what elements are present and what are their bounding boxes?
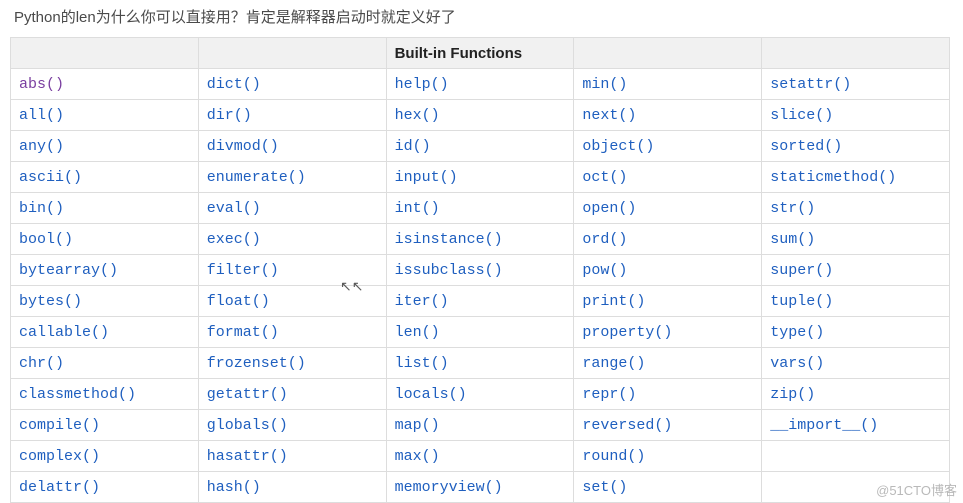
- function-link[interactable]: list(): [386, 348, 574, 379]
- function-link[interactable]: print(): [574, 286, 762, 317]
- table-row: delattr()hash()memoryview()set(): [11, 472, 950, 503]
- function-link[interactable]: object(): [574, 131, 762, 162]
- function-link[interactable]: bool(): [11, 224, 199, 255]
- function-link[interactable]: all(): [11, 100, 199, 131]
- function-link[interactable]: exec(): [198, 224, 386, 255]
- builtin-functions-table: Built-in Functionsabs()dict()help()min()…: [10, 37, 950, 503]
- table-header-cell: [574, 38, 762, 69]
- function-link[interactable]: classmethod(): [11, 379, 199, 410]
- function-link[interactable]: getattr(): [198, 379, 386, 410]
- function-link[interactable]: int(): [386, 193, 574, 224]
- function-link[interactable]: hash(): [198, 472, 386, 503]
- function-link[interactable]: property(): [574, 317, 762, 348]
- function-link[interactable]: iter(): [386, 286, 574, 317]
- function-link[interactable]: hex(): [386, 100, 574, 131]
- table-row: chr()frozenset()list()range()vars(): [11, 348, 950, 379]
- function-link[interactable]: globals(): [198, 410, 386, 441]
- function-link[interactable]: next(): [574, 100, 762, 131]
- function-link[interactable]: oct(): [574, 162, 762, 193]
- function-link[interactable]: setattr(): [762, 69, 950, 100]
- table-row: bool()exec()isinstance()ord()sum(): [11, 224, 950, 255]
- function-link[interactable]: enumerate(): [198, 162, 386, 193]
- function-link[interactable]: divmod(): [198, 131, 386, 162]
- function-link[interactable]: memoryview(): [386, 472, 574, 503]
- table-header-cell: Built-in Functions: [386, 38, 574, 69]
- table-row: compile()globals()map()reversed()__impor…: [11, 410, 950, 441]
- function-link[interactable]: id(): [386, 131, 574, 162]
- function-link[interactable]: any(): [11, 131, 199, 162]
- function-link[interactable]: round(): [574, 441, 762, 472]
- function-link[interactable]: max(): [386, 441, 574, 472]
- function-link[interactable]: format(): [198, 317, 386, 348]
- function-link[interactable]: filter(): [198, 255, 386, 286]
- function-link[interactable]: dir(): [198, 100, 386, 131]
- function-link[interactable]: __import__(): [762, 410, 950, 441]
- function-link[interactable]: issubclass(): [386, 255, 574, 286]
- table-row: classmethod()getattr()locals()repr()zip(…: [11, 379, 950, 410]
- function-link[interactable]: locals(): [386, 379, 574, 410]
- function-link[interactable]: sorted(): [762, 131, 950, 162]
- table-row: complex()hasattr()max()round(): [11, 441, 950, 472]
- function-link[interactable]: input(): [386, 162, 574, 193]
- function-link[interactable]: bin(): [11, 193, 199, 224]
- function-link[interactable]: map(): [386, 410, 574, 441]
- table-header-cell: [198, 38, 386, 69]
- function-link[interactable]: chr(): [11, 348, 199, 379]
- function-link[interactable]: dict(): [198, 69, 386, 100]
- table-row: all()dir()hex()next()slice(): [11, 100, 950, 131]
- function-link[interactable]: bytes(): [11, 286, 199, 317]
- function-link[interactable]: hasattr(): [198, 441, 386, 472]
- table-row: any()divmod()id()object()sorted(): [11, 131, 950, 162]
- function-link[interactable]: help(): [386, 69, 574, 100]
- function-link[interactable]: float(): [198, 286, 386, 317]
- table-row: abs()dict()help()min()setattr(): [11, 69, 950, 100]
- function-link[interactable]: min(): [574, 69, 762, 100]
- table-row: bytes()float()iter()print()tuple(): [11, 286, 950, 317]
- function-link[interactable]: tuple(): [762, 286, 950, 317]
- function-link[interactable]: complex(): [11, 441, 199, 472]
- function-link[interactable]: type(): [762, 317, 950, 348]
- table-header-cell: [11, 38, 199, 69]
- function-link[interactable]: delattr(): [11, 472, 199, 503]
- function-link[interactable]: str(): [762, 193, 950, 224]
- watermark-text: @51CTO博客: [876, 480, 957, 499]
- function-link[interactable]: zip(): [762, 379, 950, 410]
- function-link[interactable]: range(): [574, 348, 762, 379]
- function-link[interactable]: len(): [386, 317, 574, 348]
- function-link[interactable]: vars(): [762, 348, 950, 379]
- function-link[interactable]: set(): [574, 472, 762, 503]
- table-row: callable()format()len()property()type(): [11, 317, 950, 348]
- function-link[interactable]: abs(): [11, 69, 199, 100]
- table-row: bin()eval()int()open()str(): [11, 193, 950, 224]
- function-link[interactable]: sum(): [762, 224, 950, 255]
- function-link[interactable]: slice(): [762, 100, 950, 131]
- function-link[interactable]: callable(): [11, 317, 199, 348]
- table-row: bytearray()filter()issubclass()pow()supe…: [11, 255, 950, 286]
- function-link[interactable]: reversed(): [574, 410, 762, 441]
- function-link[interactable]: eval(): [198, 193, 386, 224]
- table-header-cell: [762, 38, 950, 69]
- table-row: ascii()enumerate()input()oct()staticmeth…: [11, 162, 950, 193]
- function-link[interactable]: super(): [762, 255, 950, 286]
- function-link[interactable]: open(): [574, 193, 762, 224]
- function-link[interactable]: pow(): [574, 255, 762, 286]
- function-link[interactable]: isinstance(): [386, 224, 574, 255]
- function-link[interactable]: bytearray(): [11, 255, 199, 286]
- function-link[interactable]: repr(): [574, 379, 762, 410]
- empty-cell: [762, 441, 950, 472]
- function-link[interactable]: frozenset(): [198, 348, 386, 379]
- function-link[interactable]: compile(): [11, 410, 199, 441]
- function-link[interactable]: ascii(): [11, 162, 199, 193]
- page-caption: Python的len为什么你可以直接用？肯定是解释器启动时就定义好了: [14, 6, 953, 27]
- function-link[interactable]: staticmethod(): [762, 162, 950, 193]
- function-link[interactable]: ord(): [574, 224, 762, 255]
